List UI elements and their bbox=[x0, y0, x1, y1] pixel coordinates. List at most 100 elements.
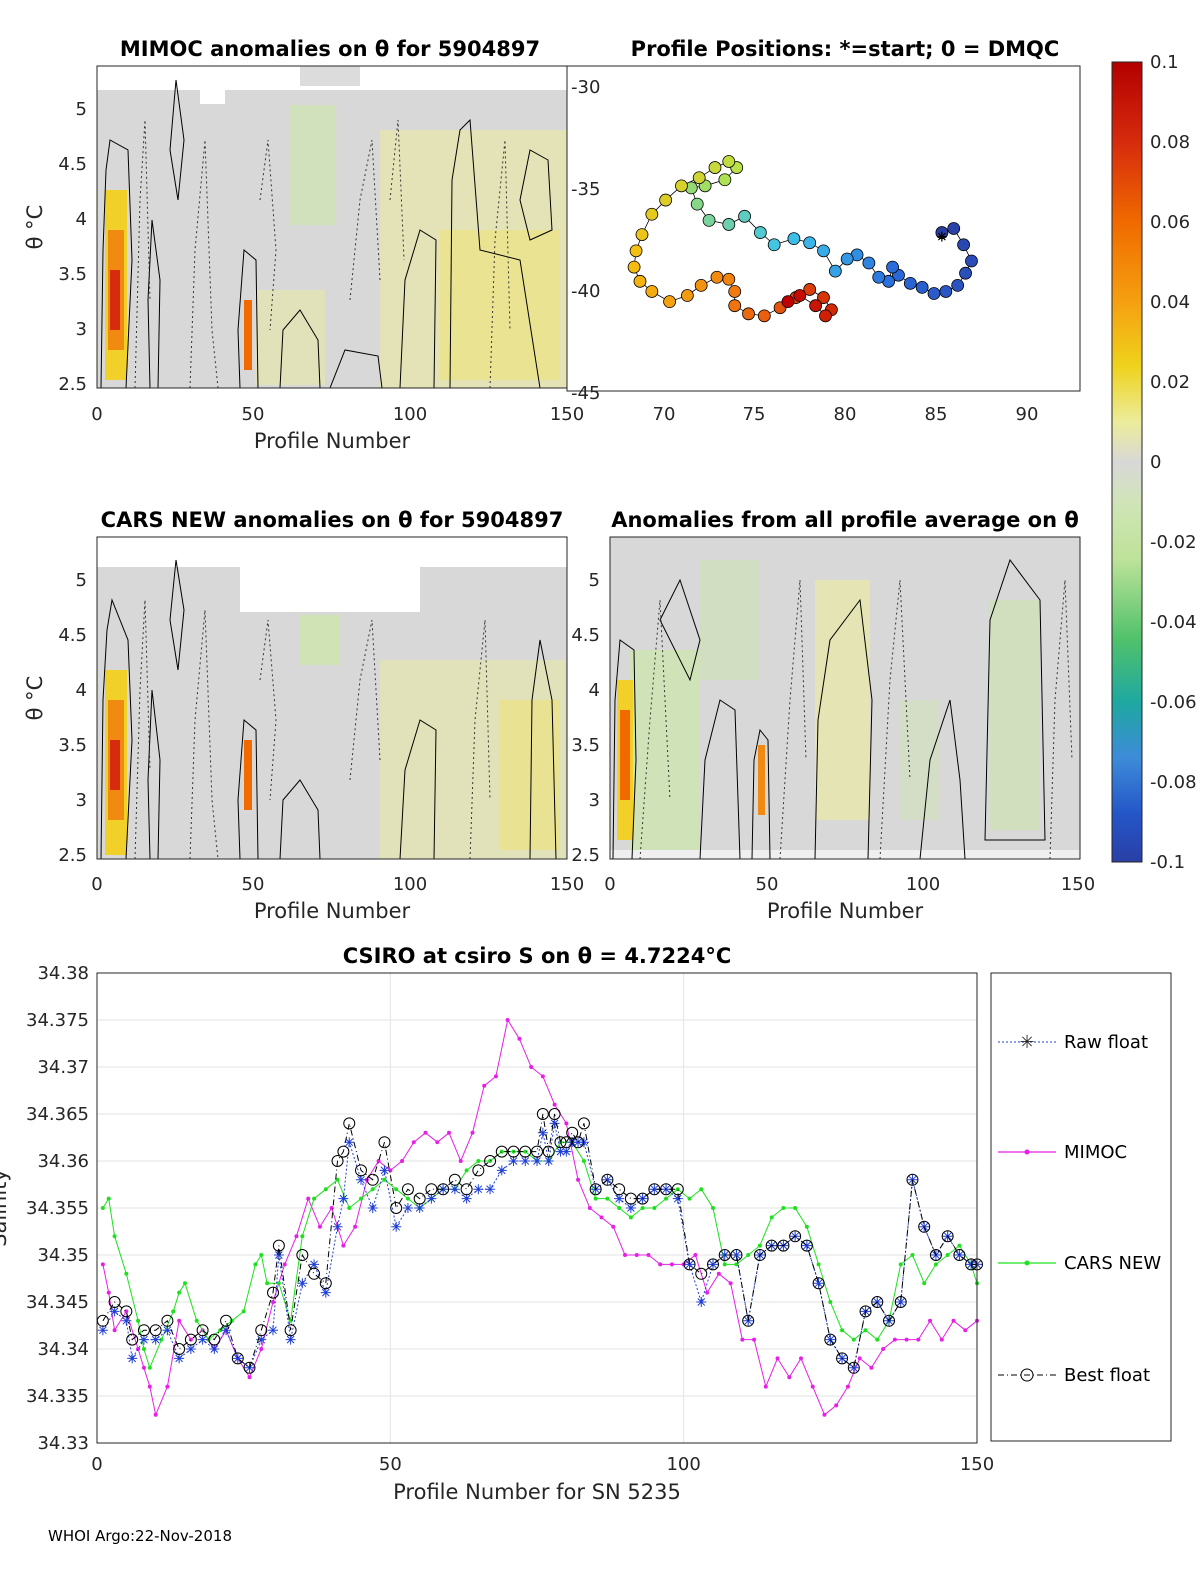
y-tick-label: 34.365 bbox=[26, 1104, 89, 1125]
data-point bbox=[828, 1300, 833, 1304]
profile-position-marker bbox=[781, 295, 795, 309]
data-point bbox=[337, 1145, 350, 1158]
data-point bbox=[437, 1183, 450, 1196]
data-point bbox=[320, 1287, 331, 1298]
data-point bbox=[272, 1239, 285, 1252]
data-point bbox=[147, 1384, 152, 1389]
data-point bbox=[775, 1356, 780, 1361]
legend-best-label: Best float bbox=[1064, 1365, 1150, 1386]
data-point bbox=[883, 1314, 895, 1327]
allprof-panel: Anomalies from all profile average on θ bbox=[571, 508, 1095, 923]
data-point bbox=[285, 1334, 296, 1345]
data-point bbox=[929, 1249, 942, 1261]
data-point bbox=[693, 1253, 698, 1257]
data-point bbox=[941, 1230, 954, 1243]
data-point bbox=[378, 1136, 391, 1149]
data-point bbox=[296, 1249, 309, 1261]
data-point bbox=[323, 1187, 328, 1192]
data-point bbox=[405, 1196, 410, 1201]
legend: ✳ Raw float MIMOC CARS NEW Best float bbox=[990, 972, 1172, 1442]
data-point bbox=[696, 1297, 707, 1307]
data-point bbox=[561, 1146, 572, 1157]
data-point bbox=[951, 1318, 956, 1323]
data-point bbox=[740, 1337, 745, 1342]
data-point bbox=[640, 1206, 645, 1210]
data-point bbox=[816, 1262, 821, 1267]
data-point bbox=[149, 1324, 162, 1337]
data-point bbox=[699, 1187, 704, 1192]
y-tick-label: 34.37 bbox=[37, 1057, 89, 1078]
data-point bbox=[566, 1126, 579, 1139]
data-point bbox=[268, 1325, 278, 1336]
data-point bbox=[589, 1183, 602, 1196]
data-point bbox=[722, 1262, 727, 1267]
footer-credit: WHOI Argo:22-Nov-2018 bbox=[48, 1527, 232, 1545]
data-point bbox=[813, 1278, 824, 1289]
data-point bbox=[400, 1159, 405, 1163]
positions-panel: Profile Positions: *=start; 0 = DMQC 70 … bbox=[566, 37, 1081, 425]
data-point bbox=[488, 1159, 493, 1163]
data-point bbox=[507, 1145, 520, 1158]
x-tick-label: 50 bbox=[379, 1454, 402, 1475]
data-point bbox=[892, 1337, 897, 1342]
data-point bbox=[765, 1239, 778, 1252]
profile-position-marker bbox=[692, 171, 706, 185]
legend-cars-label: CARS NEW bbox=[1064, 1253, 1161, 1274]
data-point bbox=[734, 1262, 739, 1267]
data-point bbox=[753, 1249, 766, 1261]
data-point bbox=[875, 1337, 880, 1342]
data-point bbox=[496, 1165, 507, 1176]
profile-position-marker bbox=[927, 287, 941, 300]
data-point bbox=[769, 1215, 774, 1220]
data-point bbox=[106, 1196, 111, 1201]
data-point bbox=[799, 1356, 803, 1361]
data-point bbox=[576, 1177, 581, 1182]
svg-text:3: 3 bbox=[589, 790, 600, 811]
svg-text:-35: -35 bbox=[571, 179, 600, 200]
y-tick-label: 34.375 bbox=[26, 1010, 89, 1031]
data-point bbox=[763, 1384, 768, 1389]
data-point bbox=[141, 1347, 146, 1351]
positions-xticks: 70 75 80 85 90 bbox=[653, 404, 1039, 425]
svg-text:50: 50 bbox=[242, 404, 265, 425]
data-point bbox=[531, 1145, 543, 1158]
data-point bbox=[97, 1325, 108, 1336]
data-point bbox=[438, 1184, 449, 1195]
svg-text:4: 4 bbox=[76, 209, 87, 230]
data-point bbox=[719, 1250, 730, 1260]
y-tick-label: 34.345 bbox=[26, 1292, 89, 1313]
data-point bbox=[335, 1177, 340, 1182]
data-point bbox=[159, 1337, 164, 1342]
data-point bbox=[232, 1353, 243, 1364]
svg-text:70: 70 bbox=[653, 404, 676, 425]
data-point bbox=[824, 1333, 837, 1346]
data-point bbox=[493, 1074, 498, 1079]
svg-text:0: 0 bbox=[91, 404, 102, 425]
data-point bbox=[447, 1130, 451, 1135]
data-point bbox=[847, 1361, 860, 1374]
mimoc-xticks: 0 50 100 150 bbox=[91, 404, 584, 425]
x-tick-label: 100 bbox=[666, 1454, 700, 1475]
profile-position-marker bbox=[728, 299, 742, 313]
cars-panel: CARS NEW anomalies on θ for 5904897 bbox=[23, 508, 584, 923]
data-point bbox=[401, 1183, 414, 1196]
legend-raw-marker: ✳ bbox=[1019, 1032, 1034, 1053]
salinity-title: CSIRO at csiro S on θ = 4.7224°C bbox=[343, 944, 732, 968]
svg-text:90: 90 bbox=[1016, 404, 1039, 425]
data-point bbox=[162, 1325, 173, 1336]
data-point bbox=[391, 1221, 402, 1232]
svg-text:4: 4 bbox=[589, 680, 600, 701]
data-point bbox=[836, 1352, 849, 1365]
svg-text:3: 3 bbox=[76, 790, 87, 811]
salinity-xlabel: Profile Number for SN 5235 bbox=[393, 1480, 681, 1504]
data-point bbox=[648, 1183, 661, 1196]
svg-text:3: 3 bbox=[76, 319, 87, 340]
data-point bbox=[695, 1267, 708, 1280]
mimoc-xlabel: Profile Number bbox=[254, 429, 411, 453]
data-point bbox=[297, 1278, 308, 1289]
data-point bbox=[174, 1353, 185, 1364]
data-point bbox=[121, 1315, 132, 1326]
data-point bbox=[184, 1333, 197, 1346]
data-point bbox=[716, 1271, 721, 1276]
